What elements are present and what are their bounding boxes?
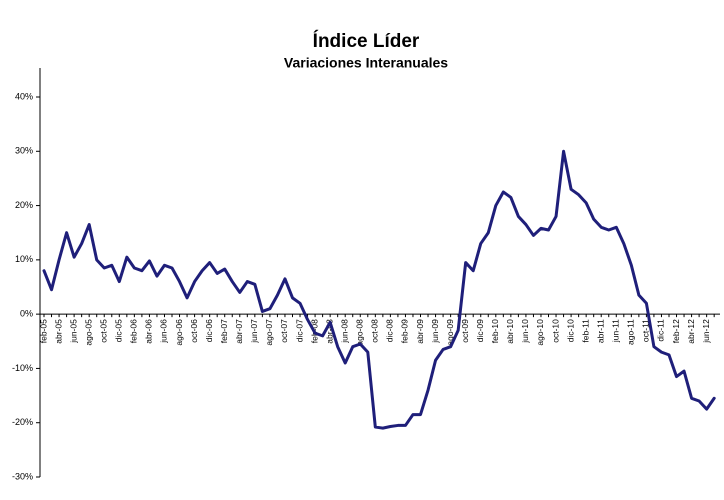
x-tick-label: feb-12	[671, 319, 681, 343]
y-tick-label: 40%	[15, 91, 33, 101]
x-tick-label: oct-11	[641, 319, 651, 342]
x-tick-label: ago-08	[355, 319, 365, 346]
x-tick-label: abr-08	[324, 319, 334, 344]
x-tick-label: feb-07	[219, 319, 229, 343]
x-tick-label: feb-09	[400, 319, 410, 343]
x-tick-label: dic-11	[656, 319, 666, 342]
chart-title: Índice Líder	[313, 30, 420, 52]
line	[42, 149, 716, 430]
chart-subtitle: Variaciones Interanuales	[284, 55, 448, 71]
x-tick-label: feb-06	[129, 319, 139, 343]
x-tick-label: ago-11	[626, 319, 636, 345]
x-tick-label: abr-07	[234, 319, 244, 344]
y-tick-label: 10%	[15, 254, 33, 264]
x-tick-label: ago-10	[535, 319, 545, 346]
x-tick-label: dic-06	[204, 319, 214, 342]
x-tick-label: jun-05	[68, 319, 78, 344]
x-tick-label: oct-08	[370, 319, 380, 343]
x-tick-label: jun-12	[701, 319, 711, 344]
x-tick-label: abr-09	[415, 319, 425, 344]
x-tick-label: jun-09	[430, 319, 440, 344]
x-tick-label: oct-09	[460, 319, 470, 343]
x-tick-label: jun-08	[339, 319, 349, 344]
x-tick-label: feb-10	[490, 319, 500, 343]
x-tick-label: abr-10	[505, 319, 515, 344]
y-tick-label: 30%	[15, 146, 33, 156]
x-tick-label: dic-10	[565, 319, 575, 342]
x-tick-label: oct-07	[279, 319, 289, 343]
y-tick-label: 20%	[15, 200, 33, 210]
x-tick-label: abr-06	[144, 319, 154, 344]
y-tick-label: -30%	[12, 471, 33, 481]
x-tick-label: jun-10	[520, 319, 530, 344]
x-tick-label: dic-09	[475, 319, 485, 342]
x-tick-label: abr-05	[53, 319, 63, 344]
x-tick-label: feb-11	[580, 319, 590, 343]
x-tick-label: oct-10	[550, 319, 560, 343]
x-tick-label: ago-07	[264, 319, 274, 346]
x-tick-label: abr-11	[595, 319, 605, 343]
x-tick-label: ago-05	[83, 319, 93, 346]
x-tick-label: oct-06	[189, 319, 199, 343]
x-tick-label: jun-06	[159, 319, 169, 344]
x-tick-label: jun-11	[611, 319, 621, 343]
x-tick-label: oct-05	[98, 319, 108, 343]
y-tick-label: -10%	[12, 363, 33, 373]
x-tick-label: dic-05	[114, 319, 124, 342]
x-tick-label: ago-09	[445, 319, 455, 346]
y-tick-label: 0%	[20, 309, 33, 319]
x-tick-label: dic-07	[294, 319, 304, 342]
x-tick-label: jun-07	[249, 319, 259, 344]
x-tick-label: dic-08	[385, 319, 395, 342]
x-tick-label: feb-05	[38, 319, 48, 343]
x-tick-label: abr-12	[686, 319, 696, 344]
y-tick-label: -20%	[12, 417, 33, 427]
x-tick-label: ago-06	[174, 319, 184, 346]
